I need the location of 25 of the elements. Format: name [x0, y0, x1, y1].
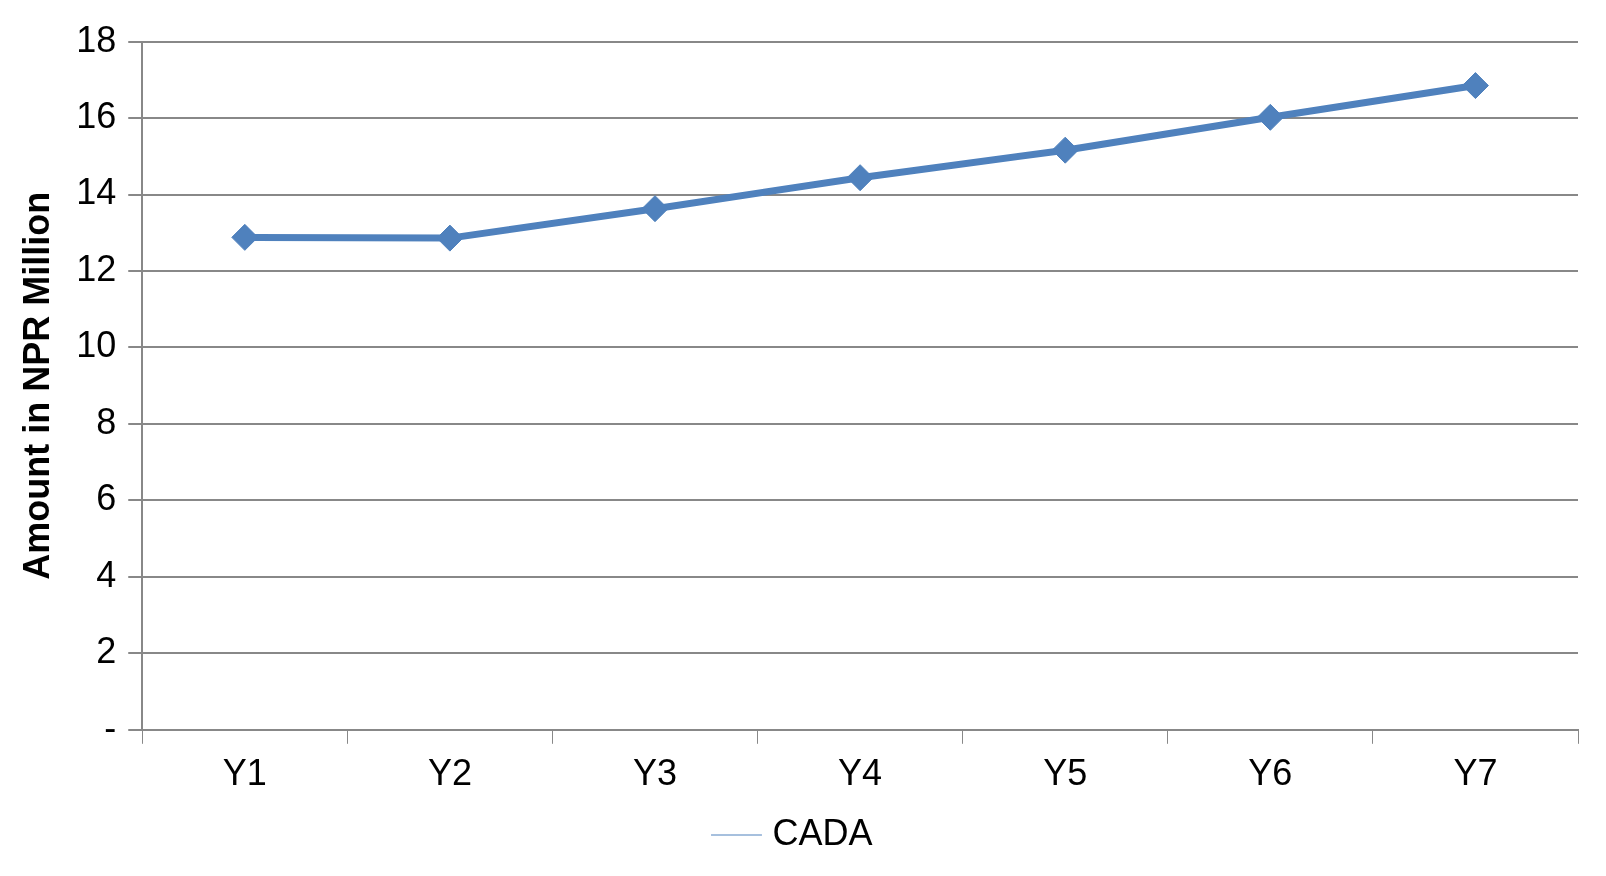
x-tick-label: Y6 — [1248, 752, 1293, 794]
y-tick-label: - — [104, 706, 117, 748]
y-tick-label: 2 — [96, 630, 117, 672]
y-tick-label: 18 — [76, 18, 117, 60]
point — [1051, 136, 1079, 164]
point — [436, 224, 464, 252]
y-tick-label: 4 — [96, 553, 117, 595]
point — [1256, 103, 1284, 131]
x-tick-label: Y2 — [427, 752, 472, 794]
x-tick-label: Y1 — [222, 752, 267, 794]
y-axis-title: Amount in NPR Million — [15, 191, 57, 580]
legend-label: CADA — [772, 811, 873, 853]
x-tick-label: Y3 — [632, 752, 678, 794]
y-tick-label: 8 — [96, 400, 117, 442]
y-tick-label: 6 — [96, 477, 117, 519]
point — [846, 164, 874, 192]
y-tick-label: 12 — [76, 247, 117, 289]
y-tick-label: 16 — [76, 94, 117, 136]
point — [641, 195, 669, 223]
x-tick-label: Y7 — [1453, 752, 1498, 794]
y-tick-label: 10 — [76, 324, 117, 366]
x-tick-label: Y4 — [838, 752, 883, 794]
y-tick-label: 14 — [76, 171, 117, 213]
point — [1461, 72, 1489, 100]
x-tick-label: Y5 — [1043, 752, 1088, 794]
